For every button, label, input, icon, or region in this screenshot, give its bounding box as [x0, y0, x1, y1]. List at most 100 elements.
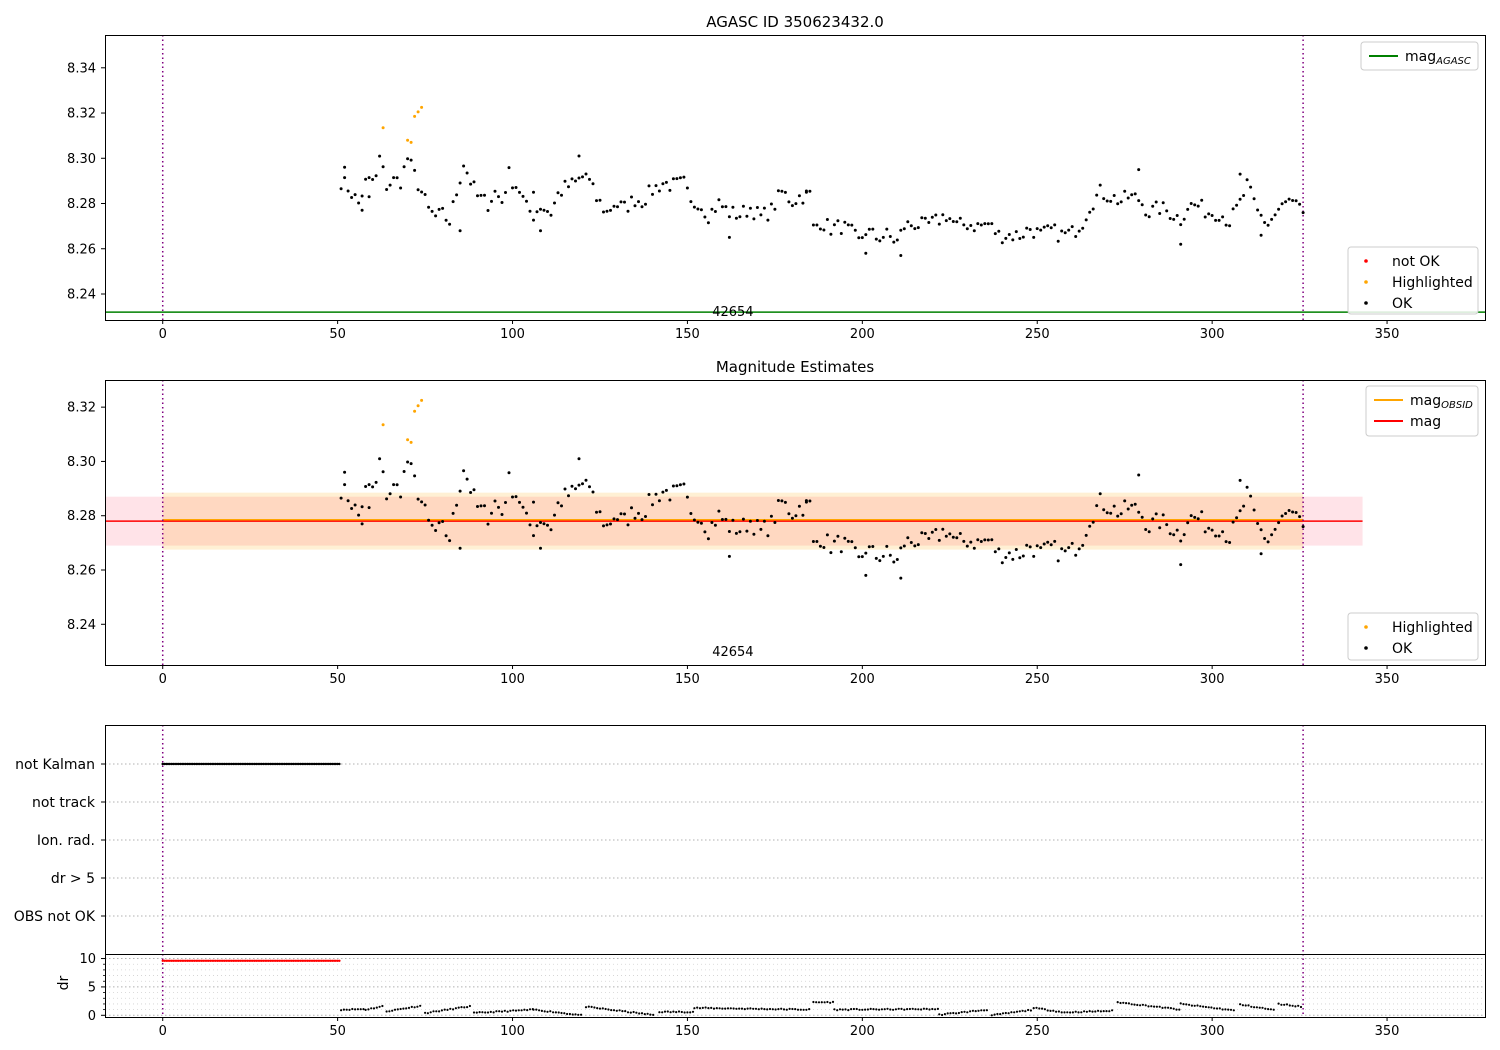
- ok-point: [689, 512, 693, 515]
- dr-point: [460, 1006, 463, 1009]
- dr-flagged-point: [292, 959, 295, 962]
- ok-point: [399, 495, 403, 499]
- ok-point: [1098, 183, 1102, 187]
- dr-point: [424, 1011, 427, 1014]
- ok-point: [1014, 230, 1018, 234]
- dr-flagged-point: [168, 959, 171, 962]
- ok-point: [1119, 512, 1123, 516]
- dr-point: [900, 1007, 903, 1011]
- ok-point: [451, 511, 455, 515]
- ok-point: [633, 516, 637, 520]
- dr-flagged-point: [181, 959, 184, 962]
- ok-point: [1102, 197, 1106, 201]
- dr-point: [680, 1010, 683, 1014]
- dr-point: [1094, 1010, 1097, 1013]
- ok-point: [1277, 207, 1281, 211]
- ok-point: [1266, 223, 1270, 227]
- ok-point: [497, 505, 500, 509]
- ok-point: [1221, 215, 1225, 219]
- ok-point: [1284, 200, 1288, 204]
- dr-point: [1264, 1007, 1267, 1010]
- ok-point: [1063, 549, 1067, 553]
- dr-point: [457, 1006, 460, 1009]
- ok-point: [979, 223, 983, 227]
- ok-point: [724, 205, 728, 209]
- dr-point: [971, 1009, 975, 1012]
- flag-point: [332, 762, 336, 766]
- dr-point: [413, 1006, 416, 1009]
- ok-point: [909, 224, 913, 228]
- ok-point: [616, 518, 619, 522]
- flag-point: [317, 762, 320, 766]
- dr-point: [440, 1009, 443, 1012]
- dr-point: [601, 1007, 604, 1010]
- ok-point: [713, 523, 717, 527]
- ok-point: [734, 531, 738, 535]
- flags-panel: not Kalman not track Ion. rad. dr > 5 OBS no…: [14, 725, 1486, 955]
- ok-point: [350, 507, 354, 510]
- x-tick-label: 250: [1025, 327, 1050, 342]
- ok-point: [804, 500, 808, 504]
- ok-point: [595, 199, 598, 203]
- dr-point: [794, 1008, 797, 1011]
- dr-point: [969, 1010, 972, 1013]
- ok-point: [832, 539, 836, 543]
- ok-point: [958, 216, 962, 220]
- ok-point: [703, 215, 707, 219]
- ok-point: [853, 228, 857, 232]
- dr-flagged-point: [320, 959, 323, 962]
- ok-point: [472, 488, 476, 492]
- ok-point: [556, 501, 560, 505]
- dr-flagged-point: [233, 959, 237, 962]
- x-tick-label: 300: [1200, 672, 1225, 687]
- ok-point: [696, 207, 700, 211]
- ok-point: [899, 546, 903, 550]
- ok-point: [430, 523, 434, 527]
- x-tick-label: 200: [850, 1024, 875, 1039]
- ok-point: [542, 522, 546, 526]
- x-tick-label: 50: [329, 327, 346, 342]
- flag-point: [272, 762, 276, 766]
- dr-point: [463, 1006, 466, 1009]
- dr-point: [875, 1008, 878, 1011]
- dr-point: [999, 1013, 1002, 1016]
- dr-point: [1147, 1005, 1150, 1008]
- dr-point: [938, 1013, 941, 1016]
- flag-point: [223, 762, 226, 766]
- dr-point: [780, 1007, 783, 1010]
- dr-flagged-point: [177, 959, 180, 962]
- dr-flagged-point: [281, 959, 284, 962]
- flag-point: [225, 762, 228, 766]
- dr-flagged-point: [161, 959, 164, 962]
- flag-point: [242, 762, 246, 766]
- ok-point: [1235, 516, 1239, 520]
- ok-point: [577, 483, 581, 487]
- ok-point: [360, 208, 364, 212]
- dr-point: [388, 1010, 391, 1013]
- dr-flagged-point: [258, 959, 262, 962]
- ok-point: [661, 490, 665, 494]
- ok-point: [811, 223, 815, 227]
- x-tick-label: 0: [159, 1024, 167, 1039]
- ok-point: [486, 522, 490, 526]
- dr-point: [370, 1007, 373, 1010]
- dr-flagged-point: [172, 959, 175, 962]
- ok-point: [532, 500, 535, 504]
- dr-point: [911, 1007, 914, 1010]
- ok-point: [1200, 198, 1204, 202]
- dr-flagged-point: [207, 959, 210, 962]
- ok-point: [469, 491, 473, 494]
- dr-point: [1139, 1004, 1142, 1007]
- ok-point: [360, 505, 364, 509]
- ok-point: [563, 179, 567, 183]
- ok-point: [745, 529, 749, 533]
- ok-point: [776, 499, 780, 502]
- dr-point: [889, 1008, 892, 1011]
- ok-point: [1231, 520, 1235, 524]
- ok-point: [948, 217, 952, 221]
- ok-point: [640, 518, 644, 522]
- dr-plot-area: 0 50 100 150 200 250 300 350 0 5 10: [79, 952, 1485, 1039]
- dr-flagged-point: [230, 959, 233, 962]
- dr-point: [629, 1011, 632, 1014]
- ok-point: [357, 513, 361, 517]
